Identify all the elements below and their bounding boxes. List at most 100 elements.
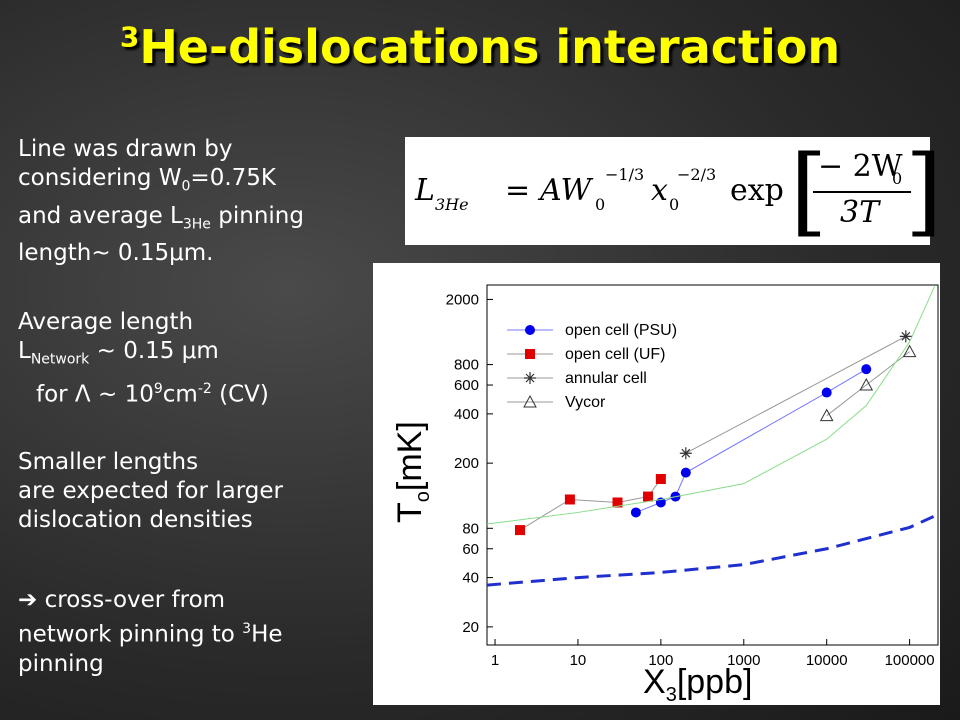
formula-part: 0 [595, 195, 606, 214]
text: network pinning to [18, 621, 243, 648]
formula-part: AW [540, 173, 592, 208]
x-tick-label: 100000 [885, 652, 935, 669]
sub: Network [30, 351, 90, 368]
curve [487, 514, 936, 587]
plot-frame [486, 284, 939, 646]
text-line: network pinning to 3He [18, 615, 283, 650]
text: for Λ ~ 10 [36, 381, 154, 408]
text: cm [162, 381, 198, 408]
paragraph: Line was drawn by considering W0=0.75K a… [18, 135, 304, 268]
text-line: Line was drawn by [18, 136, 233, 162]
x-tick-label: 10000 [806, 652, 848, 669]
text: ~ 0.15 μm [89, 338, 219, 364]
formula-part: 3He [435, 195, 469, 214]
fraction-bar [813, 191, 911, 193]
formula-part: exp [730, 173, 784, 208]
y-label-main: T [391, 502, 429, 523]
y-axis-label: To[mK] [391, 421, 434, 523]
arrow-icon: ➔ [18, 587, 38, 613]
x-tick-label: 1000 [727, 652, 760, 669]
x-tick-label: 100 [648, 652, 673, 669]
text-line: Average length [18, 309, 194, 335]
text-line: ➔ cross-over from [18, 586, 283, 615]
text-line: pinning [18, 650, 104, 677]
text: cross-over from [37, 587, 226, 613]
text-line: LNetwork ~ 0.15 μm [18, 337, 269, 375]
y-tick-label: 2000 [446, 291, 479, 308]
text: L [18, 338, 31, 364]
point [902, 344, 917, 358]
point [564, 494, 575, 505]
legend-marker [525, 349, 535, 359]
y-tick-label: 200 [454, 455, 479, 472]
paragraph: ➔ cross-over from network pinning to 3He… [18, 586, 283, 679]
title-text: He-dislocations interaction [139, 20, 841, 74]
series-line [685, 335, 907, 454]
sup: 3 [242, 621, 252, 637]
text: and average L [18, 202, 183, 229]
point [899, 330, 912, 343]
x-label-main: X [643, 663, 666, 701]
y-tick-label: 600 [454, 377, 479, 394]
point [643, 491, 654, 502]
text: pinning [210, 202, 304, 229]
legend-marker [523, 394, 537, 408]
text-line: Smaller lengths [18, 449, 199, 475]
text: (CV) [211, 381, 269, 408]
x-label-sub: 3 [666, 684, 677, 705]
formula-part: = [505, 173, 531, 208]
sub: 0 [181, 178, 191, 195]
text-line: and average L3He pinning [18, 202, 304, 240]
formula-part: 3T [840, 195, 880, 230]
x-axis-label: X3[ppb] [643, 663, 752, 705]
y-label-sub: o [412, 491, 434, 502]
text-line: for Λ ~ 109cm-2 (CV) [18, 375, 269, 410]
sup: -2 [197, 380, 212, 397]
legend-label: annular cell [565, 370, 647, 387]
formula-part: 0 [892, 169, 903, 188]
title-sup: 3 [119, 20, 140, 54]
y-tick-label: 400 [454, 406, 479, 423]
formula-part: L [415, 173, 435, 208]
point [612, 497, 623, 508]
formula-part: x [651, 173, 668, 208]
text: =0.75K [190, 165, 276, 191]
sub: 3He [182, 216, 211, 233]
chart: 1 10 100 1000 10000 100000 20 40 60 80 200 400 600 80… [373, 263, 940, 706]
x-tick-label: 10 [570, 652, 587, 669]
bracket: ] [905, 135, 943, 247]
legend-marker [525, 325, 535, 335]
point [655, 474, 666, 485]
text-line: dislocation densities [18, 507, 253, 533]
y-label-unit: [mK] [391, 421, 429, 491]
sup: 9 [153, 380, 163, 397]
point [859, 377, 874, 391]
formula: L 3He = AW 0 −1/3 x 0 −2/3 exp [ − 2W 0 … [405, 135, 942, 247]
text: considering W [18, 165, 182, 191]
legend-label: Vycor [565, 394, 606, 411]
x-label-unit: [ppb] [677, 663, 753, 701]
chart-panel: 1 10 100 1000 10000 100000 20 40 60 80 200 400 600 80… [373, 263, 940, 709]
formula-part: −2/3 [677, 165, 717, 184]
legend-label: open cell (UF) [565, 346, 665, 363]
legend-label: open cell (PSU) [565, 322, 677, 339]
point [680, 467, 691, 478]
x-tick-label: 1 [491, 652, 499, 669]
point [679, 447, 692, 460]
point [821, 387, 832, 398]
text-line: length~ 0.15μm. [18, 240, 214, 267]
paragraph: Average length LNetwork ~ 0.15 μm for Λ … [18, 308, 269, 409]
y-tick-label: 60 [462, 541, 479, 558]
text: He [251, 621, 283, 648]
y-tick-label: 80 [462, 520, 479, 537]
legend-marker [524, 372, 536, 384]
text-line: are expected for larger [18, 478, 284, 504]
point [861, 364, 872, 375]
y-tick-label: 800 [454, 357, 479, 374]
y-tick-label: 20 [462, 619, 479, 636]
slide-title: 3He-dislocations interaction [0, 20, 960, 74]
paragraph: Smaller lengths are expected for larger … [18, 448, 283, 535]
y-tick-label: 40 [462, 570, 479, 587]
point [819, 408, 834, 422]
